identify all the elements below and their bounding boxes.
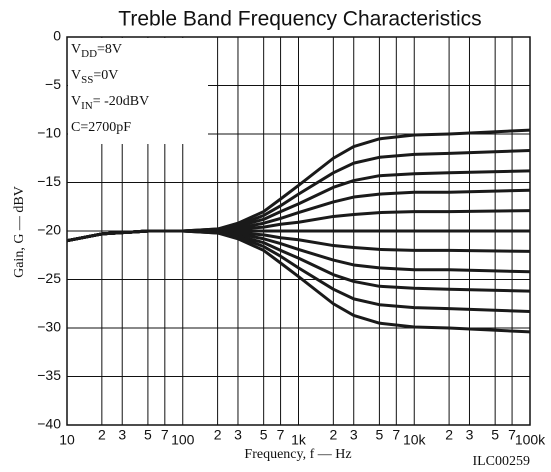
annotation-part: C=2700pF [71,120,131,135]
y-tick-label: −15 [37,173,61,189]
x-tick-label: 3 [350,427,358,443]
annotation-part: DD [81,48,97,60]
x-tick-label: 3 [118,427,126,443]
x-tick-label: 3 [466,427,474,443]
annotation-part: IN [81,100,93,112]
annotation-part: V [71,42,81,57]
y-tick-label: 0 [53,28,61,44]
annotation-part: V [71,68,81,83]
x-axis-label: Frequency, f — Hz [244,447,351,462]
annotation: VDD=8V [71,42,122,59]
series-line [66,229,531,334]
x-tick-label: 7 [277,427,285,443]
y-tick-label: −25 [37,270,61,286]
x-tick-label: 5 [491,427,499,443]
x-tick-label: 7 [161,427,169,443]
x-tick-label: 10 [59,432,75,448]
y-tick-label: −30 [37,319,61,335]
x-tick-label: 1k [291,432,307,448]
annotation-box [68,38,208,144]
x-tick-label: 100k [515,432,546,448]
y-tick-label: −20 [37,222,61,238]
y-tick-label: −35 [37,367,61,383]
x-tick-label: 7 [508,427,516,443]
x-tick-label: 3 [234,427,242,443]
annotation-part: =8V [97,42,122,57]
chart-title: Treble Band Frequency Characteristics [118,8,481,31]
x-tick-label: 2 [98,427,106,443]
y-tick-label: −10 [37,125,61,141]
x-tick-label: 5 [144,427,152,443]
x-tick-label: 5 [376,427,384,443]
x-tick-label: 5 [260,427,268,443]
x-tick-label: 2 [445,427,453,443]
annotation: VIN= -20dBV [71,94,149,111]
x-tick-label: 7 [392,427,400,443]
annotation-part: SS [81,74,93,86]
annotation: VSS=0V [71,68,118,85]
x-tick-label: 100 [171,432,195,448]
x-tick-label: 10k [403,432,427,448]
x-tick-label: 2 [329,427,337,443]
y-tick-label: −5 [45,76,61,92]
y-axis-label: Gain, G — dBV [12,186,27,278]
annotation-part: = -20dBV [93,94,150,109]
annotation-part: =0V [93,68,118,83]
annotation-part: V [71,94,81,109]
annotation: C=2700pF [71,120,131,135]
x-tick-label: 2 [214,427,222,443]
footnote: ILC00259 [472,454,530,469]
y-tick-label: −40 [37,416,61,432]
